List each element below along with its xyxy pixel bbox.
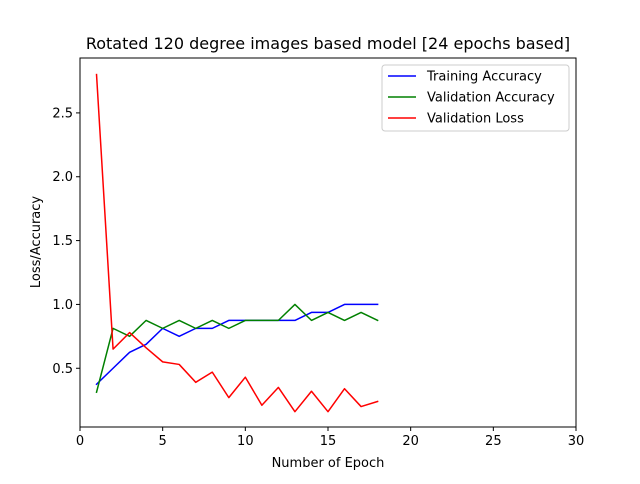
y-tick-label: 2.5 <box>52 106 73 121</box>
series-line-validation-accuracy <box>95 303 379 394</box>
y-tick-label: 2.0 <box>52 170 73 185</box>
x-axis: 0 5 10 15 20 25 30 <box>76 427 584 449</box>
plot-frame <box>79 57 577 428</box>
y-tick-label: 1.5 <box>52 234 73 249</box>
series-line-validation-loss <box>95 73 379 413</box>
legend-label: Validation Loss <box>427 112 524 127</box>
x-tick-label: 30 <box>568 434 585 449</box>
legend-label: Validation Accuracy <box>427 91 555 106</box>
legend-label: Training Accuracy <box>426 70 542 85</box>
legend-box <box>381 64 570 132</box>
x-tick-label: 15 <box>320 434 337 449</box>
x-tick-label: 20 <box>402 434 419 449</box>
x-tick-label: 25 <box>485 434 502 449</box>
legend: Training Accuracy Validation Accuracy Vali… <box>381 64 570 132</box>
y-axis: 0.5 1.0 1.5 2.0 2.5 <box>52 106 80 377</box>
x-tick-label: 5 <box>159 434 167 449</box>
x-axis-label: Number of Epoch <box>272 456 385 471</box>
y-tick-label: 0.5 <box>52 362 73 377</box>
y-axis-label: Loss/Accuracy <box>29 196 44 289</box>
x-tick-label: 0 <box>76 434 84 449</box>
chart-title: Rotated 120 degree images based model [2… <box>86 34 570 53</box>
x-tick-label: 10 <box>237 434 254 449</box>
plot-area <box>95 73 379 413</box>
y-tick-label: 1.0 <box>52 298 73 313</box>
